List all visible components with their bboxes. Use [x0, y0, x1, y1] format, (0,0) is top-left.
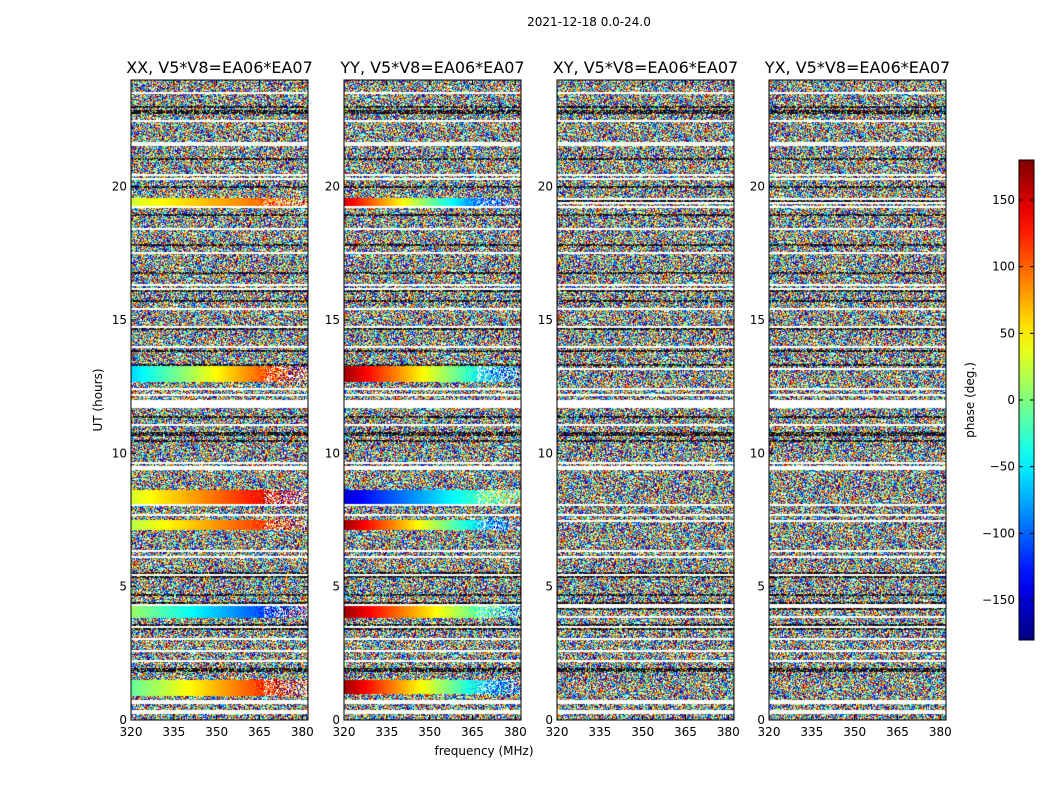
colorbar-tick-label: 0 [1007, 393, 1015, 407]
y-tick-label: 10 [750, 446, 765, 460]
figure-suptitle: 2021-12-18 0.0-24.0 [527, 15, 651, 29]
x-tick-label: 335 [800, 725, 823, 739]
x-tick-label: 380 [717, 725, 740, 739]
x-tick-label: 350 [418, 725, 441, 739]
y-tick-label: 15 [538, 313, 553, 327]
colorbar-tick-label: 100 [992, 260, 1015, 274]
y-tick-label: 10 [538, 446, 553, 460]
panel-3: 320 335 350 365 380 0 5 10 15 20 [750, 79, 952, 739]
y-tick-label: 5 [119, 580, 127, 594]
panel-0: 320 335 350 365 380 0 5 10 15 20 [112, 79, 314, 739]
x-tick-label: 365 [461, 725, 484, 739]
y-tick-label: 5 [545, 580, 553, 594]
phase-heatmap-1 [344, 80, 521, 720]
colorbar-tick-label: 150 [992, 193, 1015, 207]
phase-heatmap-3 [769, 80, 946, 720]
panel-frame [130, 79, 309, 721]
x-tick-label: 380 [504, 725, 527, 739]
y-tick-label: 20 [750, 180, 765, 194]
y-tick-label: 15 [325, 313, 340, 327]
y-tick-label: 15 [112, 313, 127, 327]
panel-title-xx: XX, V5*V8=EA06*EA07 [126, 58, 313, 77]
y-axis-label: UT (hours) [91, 368, 105, 431]
x-tick-label: 320 [546, 725, 569, 739]
panels-group: 320 335 350 365 380 0 5 10 15 20 320 335 350 365 380 0 5… [112, 79, 952, 739]
x-tick-label: 320 [333, 725, 356, 739]
y-tick-label: 5 [332, 580, 340, 594]
x-tick-label: 365 [248, 725, 271, 739]
colorbar-tick-label: −150 [982, 593, 1015, 607]
y-tick-label: 10 [325, 446, 340, 460]
x-tick-label: 335 [375, 725, 398, 739]
panel-1: 320 335 350 365 380 0 5 10 15 20 [325, 79, 527, 739]
phase-heatmap-2 [557, 80, 734, 720]
colorbar-tick-label: 50 [1000, 326, 1015, 340]
y-tick-label: 5 [757, 580, 765, 594]
x-tick-label: 335 [588, 725, 611, 739]
x-tick-label: 380 [291, 725, 314, 739]
x-tick-label: 350 [843, 725, 866, 739]
x-tick-label: 320 [758, 725, 781, 739]
panel-title-xy: XY, V5*V8=EA06*EA07 [553, 58, 738, 77]
colorbar-label: phase (deg.) [963, 362, 977, 438]
panel-title-yy: YY, V5*V8=EA06*EA07 [339, 58, 524, 77]
y-tick-label: 15 [750, 313, 765, 327]
x-tick-label: 365 [886, 725, 909, 739]
y-tick-label: 20 [112, 180, 127, 194]
phase-heatmap-0 [131, 80, 308, 720]
panel-frame [556, 79, 735, 721]
colorbar-tick-label: −100 [982, 526, 1015, 540]
x-tick-label: 350 [205, 725, 228, 739]
x-axis-label: frequency (MHz) [434, 744, 533, 758]
x-tick-label: 365 [674, 725, 697, 739]
y-tick-label: 20 [538, 180, 553, 194]
panel-frame [768, 79, 947, 721]
y-tick-label: 0 [332, 713, 340, 727]
y-tick-label: 10 [112, 446, 127, 460]
x-tick-label: 320 [120, 725, 143, 739]
panel-2: 320 335 350 365 380 0 5 10 15 20 [538, 79, 740, 739]
x-tick-label: 350 [631, 725, 654, 739]
x-tick-label: 335 [162, 725, 185, 739]
panel-title-yx: YX, V5*V8=EA06*EA07 [764, 58, 950, 77]
colorbar: −150 −100 −50 0 50 100 150 [982, 159, 1035, 641]
panel-frame [343, 79, 522, 721]
y-tick-label: 0 [757, 713, 765, 727]
y-tick-label: 20 [325, 180, 340, 194]
y-tick-label: 0 [119, 713, 127, 727]
colorbar-tick-label: −50 [990, 460, 1015, 474]
x-tick-label: 380 [929, 725, 952, 739]
y-tick-label: 0 [545, 713, 553, 727]
